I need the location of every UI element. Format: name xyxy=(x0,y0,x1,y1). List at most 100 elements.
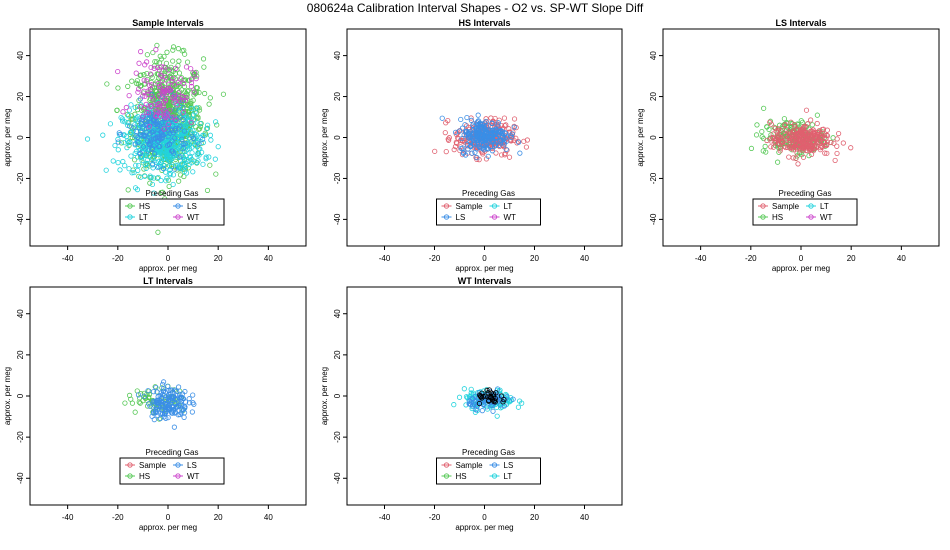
data-point-hs xyxy=(798,118,804,124)
data-point-ls xyxy=(160,379,167,385)
data-point-lt xyxy=(203,156,209,162)
data-point-wt xyxy=(188,83,195,89)
data-point-lt xyxy=(84,136,91,142)
y-tick-label: -40 xyxy=(333,472,342,484)
data-point-ls xyxy=(190,392,196,398)
data-point-ls xyxy=(465,130,471,136)
x-axis-label: approx. per meg xyxy=(455,264,513,273)
data-point-lt xyxy=(182,157,188,163)
data-point-lt xyxy=(194,152,200,158)
data-point-ls xyxy=(485,146,491,152)
data-point-wt xyxy=(145,110,152,116)
data-point-lt xyxy=(124,145,130,151)
data-point-ls xyxy=(200,136,206,142)
data-point-sample xyxy=(442,130,448,136)
data-point-lt xyxy=(494,404,500,410)
data-point-lt xyxy=(193,105,200,111)
data-point-lt xyxy=(164,175,170,181)
data-point-lt xyxy=(185,118,191,124)
data-point-ls xyxy=(504,394,510,400)
data-point-lt xyxy=(170,172,177,178)
data-point-ls xyxy=(172,166,178,172)
legend-entry-wt: WT xyxy=(187,213,200,222)
data-point-ls xyxy=(178,401,184,407)
data-point-sample xyxy=(808,117,814,123)
data-point-lt xyxy=(199,149,205,155)
x-tick-label: 0 xyxy=(166,513,171,522)
data-point-ls xyxy=(149,91,155,98)
data-point-wt xyxy=(120,109,126,115)
data-point-sample xyxy=(828,139,834,146)
data-point-wt xyxy=(161,106,167,113)
data-point-wt xyxy=(142,104,148,111)
data-point-hs xyxy=(164,49,170,55)
legend-entry-hs: HS xyxy=(139,472,150,481)
data-point-sample xyxy=(506,154,513,160)
data-point-sample xyxy=(775,134,781,140)
data-point-lt xyxy=(151,190,157,196)
data-point-ls xyxy=(474,154,480,161)
data-point-ls xyxy=(181,128,187,134)
data-point-hs xyxy=(207,95,213,101)
data-point-sample xyxy=(832,157,838,164)
legend-swatch-marker xyxy=(175,214,181,220)
data-point-hs xyxy=(136,399,142,405)
data-point-ls xyxy=(179,407,185,413)
data-point-lt xyxy=(134,187,141,193)
data-point-wt xyxy=(192,70,198,76)
data-point-wt xyxy=(183,64,190,70)
data-point-hs xyxy=(176,58,182,64)
data-point-sample xyxy=(789,145,796,151)
data-point-hs xyxy=(220,91,227,97)
points-group xyxy=(84,42,227,235)
data-point-wt xyxy=(135,86,142,92)
data-point-sample xyxy=(770,131,776,137)
data-point-hs xyxy=(182,89,188,95)
data-point-ls xyxy=(150,145,156,151)
data-point-ls xyxy=(165,414,171,421)
data-point-ls xyxy=(484,404,490,410)
data-point-wt xyxy=(191,89,197,95)
data-point-wt xyxy=(149,82,155,88)
data-point-lt xyxy=(215,144,221,150)
data-point-hs xyxy=(115,85,121,91)
legend-swatch-marker xyxy=(808,203,814,209)
data-point-hs xyxy=(114,107,120,113)
data-point-wt xyxy=(155,105,161,111)
data-point-hs xyxy=(136,97,142,104)
panel-title: Sample Intervals xyxy=(132,18,204,28)
data-point-sample xyxy=(775,127,781,134)
data-point-ls xyxy=(459,125,466,131)
data-point-lt xyxy=(135,167,141,173)
data-point-lt xyxy=(129,170,135,176)
x-tick-label: 40 xyxy=(897,254,906,263)
data-point-ls xyxy=(158,129,164,135)
data-point-hs xyxy=(176,178,182,184)
data-point-wt xyxy=(178,76,184,82)
data-point-ls xyxy=(143,129,149,135)
data-point-hs xyxy=(146,394,152,401)
data-point-black xyxy=(488,395,494,401)
data-point-lt xyxy=(112,142,118,149)
data-point-lt xyxy=(100,132,106,138)
data-point-sample xyxy=(432,148,438,154)
data-point-ls xyxy=(161,392,167,399)
data-point-lt xyxy=(128,129,134,135)
data-point-hs xyxy=(147,180,153,186)
data-point-hs xyxy=(184,59,191,65)
data-point-ls xyxy=(496,128,502,134)
data-point-ls xyxy=(156,144,162,150)
y-tick-label: 20 xyxy=(333,350,342,359)
data-point-wt xyxy=(166,67,172,73)
data-point-wt xyxy=(143,78,150,84)
data-point-ls xyxy=(132,141,138,147)
legend-entry-sample: Sample xyxy=(456,202,484,211)
data-point-wt xyxy=(179,93,185,99)
data-point-sample xyxy=(777,146,783,152)
data-point-sample xyxy=(813,134,820,140)
data-point-hs xyxy=(168,67,174,73)
data-point-lt xyxy=(131,169,137,176)
legend-title: Preceding Gas xyxy=(462,448,515,457)
data-point-ls xyxy=(153,384,159,391)
x-axis-label: approx. per meg xyxy=(139,523,197,532)
